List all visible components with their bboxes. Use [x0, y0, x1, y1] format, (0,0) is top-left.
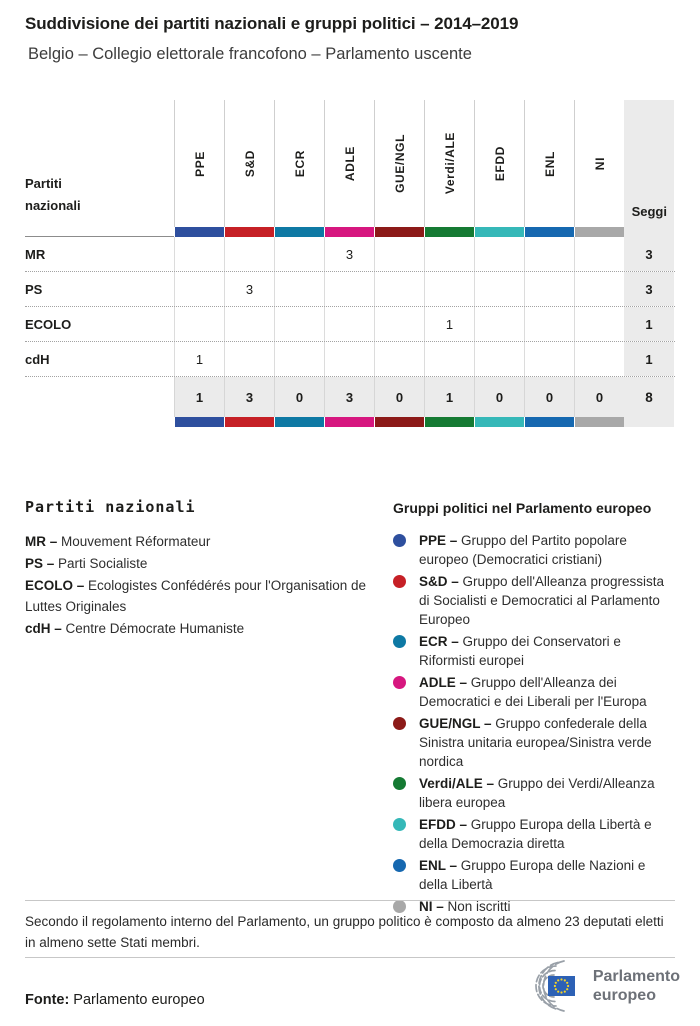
column-header-sd: S&D [224, 100, 274, 227]
divider [25, 900, 675, 901]
party-label: PS [25, 281, 43, 297]
sd-color-dot [393, 575, 406, 588]
color-band-adle [324, 227, 374, 237]
source-line: Fonte: Parlamento europeo [25, 992, 205, 1008]
party-label: MR [25, 246, 46, 262]
legend-item-gue-ngl: GUE/NGL – Gruppo confederale della Sinis… [393, 714, 675, 771]
total-seats-value: 8 [624, 377, 674, 417]
seats-value: 3 [624, 272, 674, 306]
column-header-ppe: PPE [174, 100, 224, 227]
group-color-band-bottom [25, 417, 675, 427]
column-header-ecr: ECR [274, 100, 324, 227]
legend-item-ni: NI – Non iscritti [393, 897, 675, 916]
color-band-enl [524, 417, 574, 427]
color-band-adle [324, 417, 374, 427]
verdi-ale-color-dot [393, 777, 406, 790]
european-parliament-logo: Parlamento europeo [502, 960, 680, 1012]
legend-political-groups: Gruppi politici nel Parlamento europeo P… [393, 500, 675, 919]
color-band-ppe [174, 417, 224, 427]
table-header-row: Partiti nazionali PPE S&D ECR ADLE GUE/N… [25, 100, 675, 227]
table-totals-row: 1 3 0 3 0 1 0 0 0 8 [25, 377, 675, 417]
adle-color-dot [393, 676, 406, 689]
table-row-ps: PS 3 3 [25, 272, 675, 307]
band-seats-filler [624, 417, 674, 427]
party-label: ECOLO [25, 316, 72, 332]
table-row-ecolo: ECOLO 1 1 [25, 307, 675, 342]
column-header-ni: NI [574, 100, 624, 227]
efdd-color-dot [393, 818, 406, 831]
table-row-cdh: cdH 1 1 [25, 342, 675, 377]
legend-groups-heading: Gruppi politici nel Parlamento europeo [393, 500, 652, 516]
legend-item-sd: S&D – Gruppo dell'Alleanza progressista … [393, 572, 675, 629]
color-band-ecr [274, 417, 324, 427]
seats-table: Partiti nazionali PPE S&D ECR ADLE GUE/N… [25, 100, 675, 427]
color-band-ni [574, 227, 624, 237]
band-seats-filler [624, 227, 674, 237]
legend-item-enl: ENL – Gruppo Europa delle Nazioni e dell… [393, 856, 675, 894]
gue-ngl-color-dot [393, 717, 406, 730]
legend-item-mr: MR – Mouvement Réformateur [25, 534, 211, 549]
ni-color-dot [393, 900, 406, 913]
color-band-efdd [474, 417, 524, 427]
seats-column-header: Seggi [624, 100, 674, 227]
color-band-sd [224, 417, 274, 427]
legend-item-cdh: cdH – Centre Démocrate Humaniste [25, 621, 245, 636]
legend-parties-heading: Partiti nazionali [25, 498, 196, 516]
legend-item-ecr: ECR – Gruppo dei Conservatori e Riformis… [393, 632, 675, 670]
parliament-hemicycle-icon [535, 960, 575, 1012]
eu-stars [553, 978, 570, 994]
seats-value: 3 [624, 237, 674, 271]
color-band-efdd [474, 227, 524, 237]
color-band-sd [224, 227, 274, 237]
legend-item-verdi-ale: Verdi/ALE – Gruppo dei Verdi/Alleanza li… [393, 774, 675, 812]
party-label: cdH [25, 351, 50, 367]
legend-item-ps: PS – Parti Socialiste [25, 556, 148, 571]
enl-color-dot [393, 859, 406, 872]
page-title: Suddivisione dei partiti nazionali e gru… [25, 14, 519, 33]
color-band-ni [574, 417, 624, 427]
legend-item-adle: ADLE – Gruppo dell'Alleanza dei Democrat… [393, 673, 675, 711]
legend-item-ecolo: ECOLO – Ecologistes Confédérés pour l'Or… [25, 578, 367, 614]
footnote-text: Secondo il regolamento interno del Parla… [25, 914, 664, 950]
column-header-adle: ADLE [324, 100, 374, 227]
color-band-enl [524, 227, 574, 237]
band-spacer [25, 227, 174, 237]
seats-value: 1 [624, 342, 674, 376]
logo-text: Parlamento europeo [592, 968, 680, 1004]
color-band-gue-ngl [374, 417, 424, 427]
page-subtitle: Belgio – Collegio elettorale francofono … [28, 45, 472, 63]
column-header-enl: ENL [524, 100, 574, 227]
seats-value: 1 [624, 307, 674, 341]
ppe-color-dot [393, 534, 406, 547]
color-band-verdi-ale [424, 227, 474, 237]
column-header-efdd: EFDD [474, 100, 524, 227]
color-band-verdi-ale [424, 417, 474, 427]
legend-item-efdd: EFDD – Gruppo Europa della Libertà e del… [393, 815, 675, 853]
color-band-ecr [274, 227, 324, 237]
color-band-gue-ngl [374, 227, 424, 237]
legend-national-parties: Partiti nazionali MR – Mouvement Réforma… [25, 498, 373, 640]
table-row-mr: MR 3 3 [25, 237, 675, 272]
column-header-verdi-ale: Verdi/ALE [424, 100, 474, 227]
color-band-ppe [174, 227, 224, 237]
ecr-color-dot [393, 635, 406, 648]
corner-label: Partiti nazionali [25, 176, 81, 213]
divider [25, 957, 675, 958]
legend-item-ppe: PPE – Gruppo del Partito popolare europe… [393, 531, 675, 569]
group-color-band-top [25, 227, 675, 237]
column-header-gue-ngl: GUE/NGL [374, 100, 424, 227]
